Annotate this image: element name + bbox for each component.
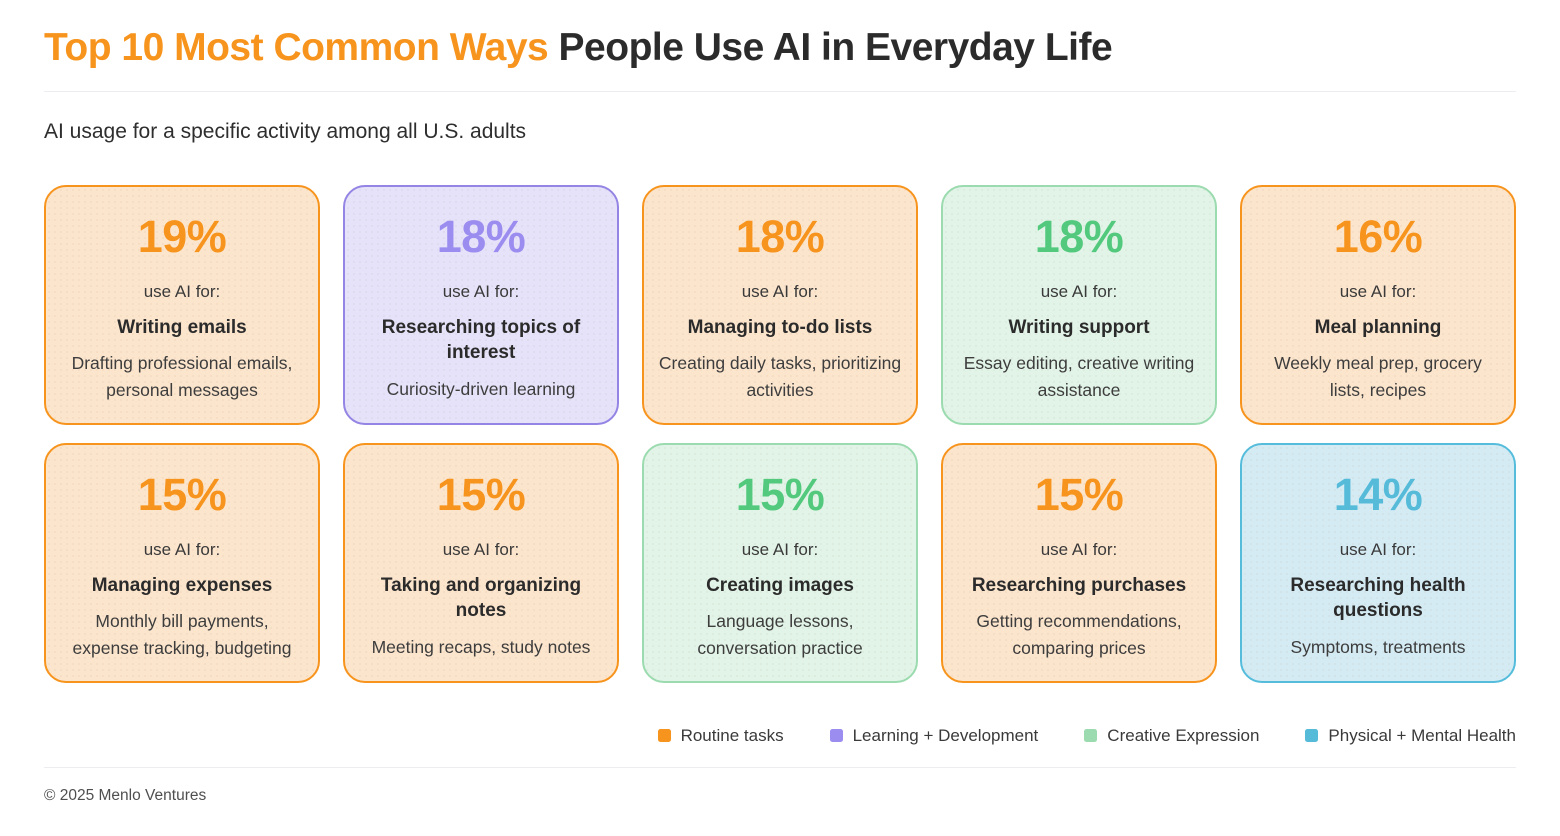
card-percentage: 18% — [1034, 210, 1124, 262]
stat-card-10: 14% use AI for: Researching health quest… — [1240, 442, 1516, 683]
page-title-rest: People Use AI in Everyday Life — [558, 26, 1113, 69]
card-percentage: 15% — [436, 468, 526, 520]
stat-card-1: 19% use AI for: Writing emails Drafting … — [44, 184, 320, 425]
page-title: Top 10 Most Common Ways People Use AI in… — [44, 26, 1516, 71]
card-lead: use AI for: — [1339, 281, 1417, 301]
card-lead: use AI for: — [1040, 281, 1118, 301]
card-percentage: 19% — [137, 210, 227, 262]
stat-card-5: 16% use AI for: Meal planning Weekly mea… — [1240, 184, 1516, 425]
title-divider — [44, 90, 1516, 92]
card-description: Essay editing, creative writing assistan… — [963, 353, 1195, 401]
card-title: Managing expenses — [91, 574, 273, 596]
card-lead: use AI for: — [741, 281, 819, 301]
header: Top 10 Most Common Ways People Use AI in… — [44, 26, 1516, 144]
legend-swatch-icon — [1084, 729, 1098, 743]
card-percentage: 18% — [436, 210, 526, 262]
legend-item-routine: Routine tasks — [657, 725, 784, 746]
stat-card-4: 18% use AI for: Writing support Essay ed… — [941, 184, 1217, 425]
card-lead: use AI for: — [442, 281, 520, 301]
legend-item-health: Physical + Mental Health — [1305, 726, 1516, 746]
subtitle: AI usage for a specific activity among a… — [44, 119, 527, 143]
card-lead: use AI for: — [442, 539, 520, 559]
card-description: Drafting professional emails, personal m… — [71, 353, 293, 401]
legend-item-creative: Creative Expression — [1084, 726, 1259, 746]
card-percentage: 14% — [1333, 468, 1423, 520]
legend-swatch-icon — [657, 729, 671, 743]
card-description: Weekly meal prep, grocery lists, recipes — [1274, 353, 1482, 401]
footer-divider — [44, 766, 1516, 768]
legend-swatch-icon — [1305, 729, 1319, 743]
stat-card-9: 15% use AI for: Researching purchases Ge… — [941, 442, 1217, 683]
stat-card-3: 18% use AI for: Managing to-do lists Cre… — [642, 184, 918, 425]
stat-card-7: 15% use AI for: Taking and organizing no… — [343, 442, 619, 683]
legend-label: Creative Expression — [1107, 725, 1260, 745]
card-description: Language lessons, conversation practice — [697, 611, 863, 659]
legend-item-learning: Learning + Development — [829, 725, 1039, 746]
legend-swatch-icon — [829, 729, 843, 743]
card-description: Creating daily tasks, prioritizing activ… — [658, 353, 902, 401]
card-title: Meal planning — [1314, 316, 1442, 338]
card-lead: use AI for: — [1339, 539, 1417, 559]
legend: Routine tasks Learning + Development Cre… — [44, 726, 1516, 746]
card-lead: use AI for: — [741, 539, 819, 559]
card-description: Meeting recaps, study notes — [371, 636, 591, 657]
card-percentage: 15% — [1034, 468, 1124, 520]
card-title: Researching health questions — [1290, 574, 1466, 622]
legend-label: Learning + Development — [852, 725, 1039, 745]
card-percentage: 15% — [137, 468, 227, 520]
copyright: © 2025 Menlo Ventures — [44, 786, 207, 804]
card-percentage: 16% — [1333, 210, 1423, 262]
card-percentage: 18% — [735, 210, 825, 262]
card-title: Taking and organizing notes — [380, 574, 582, 622]
card-percentage: 15% — [735, 468, 825, 520]
card-title: Researching purchases — [971, 574, 1187, 596]
card-description: Curiosity-driven learning — [386, 378, 576, 399]
card-lead: use AI for: — [143, 281, 221, 301]
card-title: Writing emails — [117, 316, 247, 338]
card-description: Monthly bill payments, expense tracking,… — [72, 611, 292, 659]
card-title: Researching topics of interest — [381, 316, 581, 364]
stat-card-6: 15% use AI for: Managing expenses Monthl… — [44, 442, 320, 683]
page-title-highlight: Top 10 Most Common Ways — [44, 26, 549, 69]
card-description: Symptoms, treatments — [1290, 636, 1466, 657]
stat-card-2: 18% use AI for: Researching topics of in… — [343, 184, 619, 425]
card-description: Getting recommendations, comparing price… — [976, 611, 1182, 659]
legend-label: Physical + Mental Health — [1328, 725, 1516, 745]
card-title: Managing to-do lists — [687, 316, 873, 338]
card-title: Creating images — [706, 574, 854, 596]
legend-label: Routine tasks — [680, 725, 784, 745]
stat-card-8: 15% use AI for: Creating images Language… — [642, 442, 918, 683]
card-lead: use AI for: — [143, 539, 221, 559]
card-title: Writing support — [1008, 316, 1150, 338]
cards-grid: 19% use AI for: Writing emails Drafting … — [44, 184, 1516, 683]
card-lead: use AI for: — [1040, 539, 1118, 559]
